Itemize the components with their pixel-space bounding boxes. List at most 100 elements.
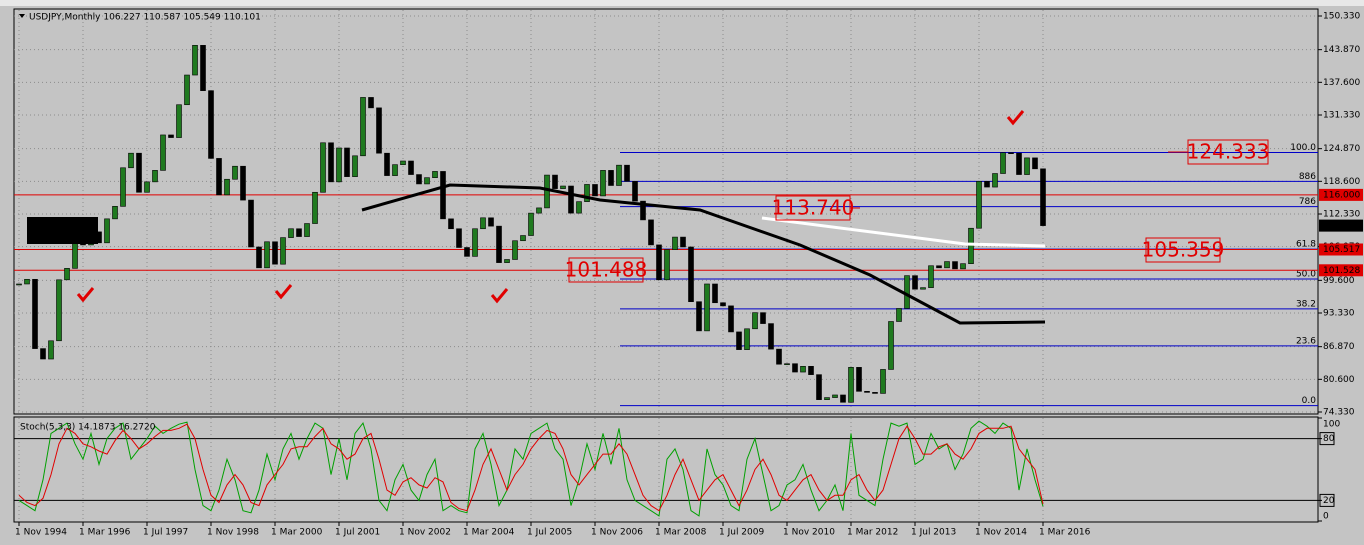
candle-body — [888, 321, 894, 370]
stoch-tick-box — [1319, 432, 1335, 446]
stoch-tick-label: 0 — [1323, 512, 1329, 522]
candle-body — [328, 142, 334, 183]
candle-body — [824, 397, 830, 400]
candle-body — [912, 275, 918, 290]
candle-body — [680, 236, 686, 248]
candle-body — [696, 301, 702, 332]
candle-body — [392, 164, 398, 176]
candle-body — [464, 247, 470, 257]
candle-body — [128, 152, 134, 169]
candle-body — [608, 170, 614, 186]
x-tick-label: 1 Nov 1994 — [15, 528, 67, 538]
stoch-tick-label: 80 — [1323, 434, 1335, 444]
price-tag — [1319, 264, 1363, 277]
candle-body — [904, 275, 910, 309]
candle-body — [520, 235, 526, 242]
candle-body — [960, 263, 966, 270]
candle-body — [688, 246, 694, 302]
candle-body — [456, 228, 462, 248]
candle-body — [184, 74, 190, 106]
candle-body — [504, 259, 510, 263]
candle-body — [16, 283, 22, 286]
candle-body — [816, 374, 822, 400]
candle-body — [1016, 152, 1022, 175]
candle-body — [240, 165, 246, 201]
candle-body — [256, 246, 262, 269]
candle-body — [552, 174, 558, 189]
y-tick-label: 131.330 — [1323, 110, 1360, 120]
collapse-triangle — [19, 14, 25, 18]
y-tick-label: 150.330 — [1323, 11, 1360, 21]
candle-body — [784, 363, 790, 366]
trend-line-black — [361, 183, 1046, 325]
fib-label: 886 — [1299, 172, 1316, 182]
candle-body — [376, 107, 382, 154]
candle-body — [264, 241, 270, 269]
chart-title: USDJPY,Monthly 106.227 110.587 105.549 1… — [29, 13, 261, 23]
candle-body — [424, 177, 430, 185]
check-mark — [490, 288, 509, 304]
candle-body — [448, 218, 454, 230]
candle-body — [976, 181, 982, 229]
main-frame — [13, 8, 1319, 415]
x-tick-label: 1 Nov 2014 — [975, 528, 1027, 538]
candle-body — [792, 363, 798, 373]
candle-body — [720, 302, 726, 307]
candle-body — [672, 236, 678, 250]
candle-body — [488, 217, 494, 227]
candle-body — [144, 181, 150, 193]
candle-body — [176, 104, 182, 138]
black-box — [27, 217, 98, 244]
candle-body — [968, 227, 974, 264]
candle-body — [24, 278, 30, 285]
candle-body — [512, 240, 518, 260]
x-tick-label: 1 Jul 2001 — [335, 528, 380, 538]
stoch-tick-label: 100 — [1323, 420, 1340, 430]
candle-body — [664, 249, 670, 281]
candle-body — [232, 165, 238, 180]
candle-body — [384, 152, 390, 176]
candle-body — [528, 212, 534, 236]
candle-body — [320, 142, 326, 193]
candle-body — [880, 369, 886, 394]
candle-body — [480, 217, 486, 230]
x-tick-label: 1 Jul 2005 — [527, 528, 572, 538]
y-tick-label: 124.870 — [1323, 144, 1360, 154]
candle-body — [832, 394, 838, 398]
candle-body — [800, 366, 806, 373]
candle-body — [712, 283, 718, 304]
candle-body — [1008, 152, 1014, 154]
candle-body — [280, 237, 286, 265]
annotation-label: 124.333 — [1187, 140, 1270, 164]
candle-body — [944, 261, 950, 269]
y-tick-label: 74.330 — [1323, 408, 1355, 418]
candle-body — [1040, 168, 1046, 226]
candle-body — [1032, 157, 1038, 170]
x-tick-label: 1 Nov 1998 — [207, 528, 259, 538]
candle-body — [648, 219, 654, 246]
candle-body — [576, 201, 582, 214]
y-tick-label: 112.330 — [1323, 210, 1360, 220]
check-mark — [76, 287, 95, 303]
candle-body — [136, 152, 142, 193]
candle-body — [616, 164, 622, 186]
candle-body — [248, 199, 254, 248]
stoch-line — [18, 420, 1044, 517]
current-price-tag — [1319, 219, 1363, 232]
candle-body — [776, 348, 782, 365]
candle-body — [728, 305, 734, 333]
candle-body — [368, 97, 374, 109]
candle-body — [336, 147, 342, 183]
y-tick-label: 143.870 — [1323, 45, 1360, 55]
annotation-label: 105.359 — [1142, 238, 1225, 262]
x-tick-label: 1 Jul 2013 — [911, 528, 956, 538]
fib-label: 0.0 — [1302, 396, 1317, 406]
candle-body — [360, 97, 366, 157]
y-tick-label: 99.600 — [1323, 276, 1355, 286]
candle-body — [632, 181, 638, 202]
x-tick-label: 1 Jul 2009 — [719, 528, 764, 538]
annotation-label: 101.488 — [565, 258, 648, 282]
x-tick-label: 1 Nov 2006 — [591, 528, 643, 538]
candle-body — [840, 394, 846, 403]
